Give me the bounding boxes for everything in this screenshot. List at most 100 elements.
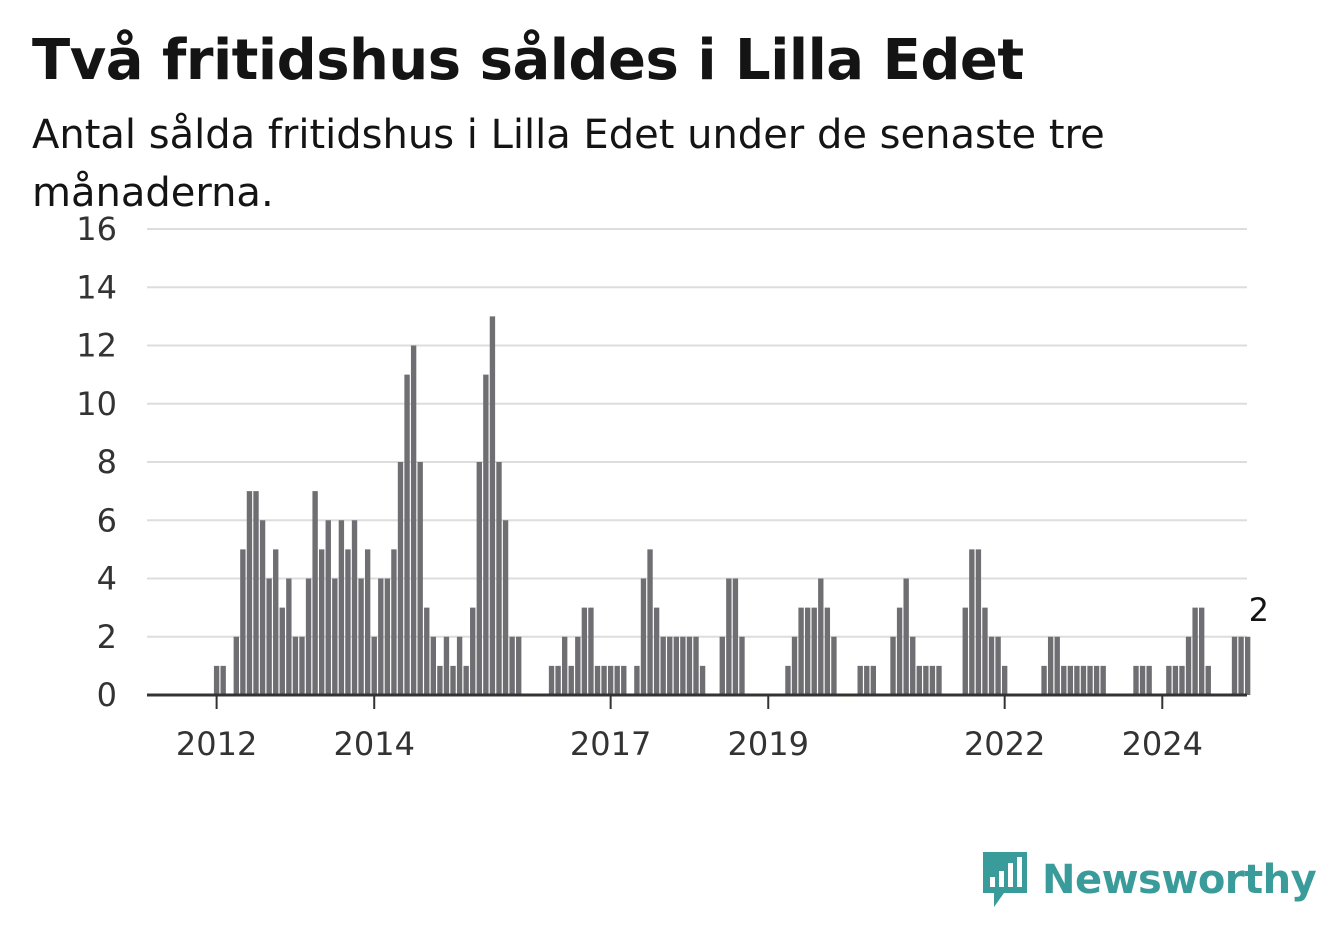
bar bbox=[732, 578, 739, 695]
bar bbox=[1061, 665, 1067, 695]
bar bbox=[397, 462, 404, 695]
bar bbox=[1001, 665, 1008, 695]
bar bbox=[647, 549, 653, 695]
bar bbox=[614, 665, 620, 695]
bar bbox=[463, 665, 469, 695]
bar bbox=[824, 607, 831, 695]
newsworthy-logo-icon bbox=[983, 852, 1027, 907]
bar bbox=[988, 636, 995, 695]
bar bbox=[791, 636, 798, 695]
bar bbox=[1146, 665, 1152, 695]
bar bbox=[1087, 665, 1093, 695]
bar bbox=[588, 607, 594, 695]
bar bbox=[1139, 665, 1146, 695]
bar bbox=[1205, 665, 1211, 695]
bar bbox=[962, 607, 968, 695]
bar bbox=[561, 636, 568, 695]
bar bbox=[831, 636, 837, 695]
bar bbox=[870, 665, 877, 695]
bar bbox=[936, 665, 942, 695]
bar bbox=[424, 607, 430, 695]
bar bbox=[1041, 665, 1047, 695]
bar bbox=[1054, 636, 1060, 695]
bar bbox=[259, 520, 266, 695]
bar bbox=[240, 549, 246, 695]
bar bbox=[351, 520, 358, 695]
bar bbox=[857, 665, 863, 695]
bar bbox=[325, 520, 331, 695]
bar bbox=[798, 607, 804, 695]
bar bbox=[430, 636, 437, 695]
bar bbox=[929, 665, 936, 695]
bar bbox=[923, 665, 929, 695]
x-tick-label: 2017 bbox=[570, 725, 651, 763]
bar bbox=[555, 665, 561, 695]
bar bbox=[693, 636, 699, 695]
x-tick-label: 2024 bbox=[1122, 725, 1203, 763]
bar bbox=[417, 462, 423, 695]
y-tick-label: 12 bbox=[76, 327, 117, 365]
y-tick-label: 16 bbox=[76, 210, 117, 248]
bar bbox=[1166, 665, 1172, 695]
brand-name: Newsworthy bbox=[1042, 857, 1317, 903]
y-tick-label: 0 bbox=[97, 676, 117, 714]
bar bbox=[246, 491, 253, 695]
bar bbox=[1244, 636, 1251, 695]
bar bbox=[818, 578, 824, 695]
bar bbox=[916, 665, 922, 695]
bar bbox=[489, 316, 496, 695]
y-tick-label: 8 bbox=[97, 443, 117, 481]
bar bbox=[719, 636, 725, 695]
chart-title: Två fritidshus såldes i Lilla Edet bbox=[32, 28, 1024, 93]
bar bbox=[404, 374, 410, 695]
bar bbox=[470, 607, 476, 695]
bar bbox=[266, 578, 272, 695]
y-tick-label: 4 bbox=[97, 560, 117, 598]
bar bbox=[345, 549, 351, 695]
bar bbox=[332, 578, 338, 695]
bar bbox=[384, 578, 391, 695]
bar bbox=[1047, 636, 1054, 695]
bar bbox=[1074, 665, 1080, 695]
bar bbox=[1172, 665, 1179, 695]
bar bbox=[785, 665, 791, 695]
bar bbox=[680, 636, 686, 695]
bar bbox=[1080, 665, 1087, 695]
bar bbox=[1192, 607, 1198, 695]
bar bbox=[975, 549, 982, 695]
bar bbox=[594, 665, 601, 695]
bar bbox=[364, 549, 371, 695]
bar bbox=[686, 636, 693, 695]
bar bbox=[502, 520, 509, 695]
bar bbox=[640, 578, 647, 695]
bar bbox=[896, 607, 903, 695]
bar bbox=[450, 665, 456, 695]
bar bbox=[443, 636, 450, 695]
bar bbox=[739, 636, 745, 695]
bar bbox=[509, 636, 515, 695]
highlight-value-label: 2 bbox=[1249, 591, 1269, 629]
bar bbox=[253, 491, 259, 695]
bar bbox=[410, 345, 417, 695]
bar bbox=[864, 665, 870, 695]
bar bbox=[292, 636, 299, 695]
bar bbox=[621, 665, 627, 695]
bar bbox=[607, 665, 614, 695]
bar bbox=[548, 665, 555, 695]
bar bbox=[456, 636, 463, 695]
bar bbox=[371, 636, 377, 695]
bar bbox=[1231, 636, 1238, 695]
bar bbox=[995, 636, 1001, 695]
bar bbox=[437, 665, 443, 695]
x-tick-label: 2019 bbox=[728, 725, 809, 763]
bar bbox=[213, 665, 220, 695]
chart-subtitle: Antal sålda fritidshus i Lilla Edet unde… bbox=[32, 112, 1105, 216]
bar bbox=[312, 491, 318, 695]
bar bbox=[279, 607, 285, 695]
bar bbox=[286, 578, 292, 695]
bar bbox=[903, 578, 909, 695]
bar bbox=[391, 549, 397, 695]
y-tick-label: 2 bbox=[97, 618, 117, 656]
bar bbox=[575, 636, 581, 695]
bar bbox=[220, 665, 226, 695]
